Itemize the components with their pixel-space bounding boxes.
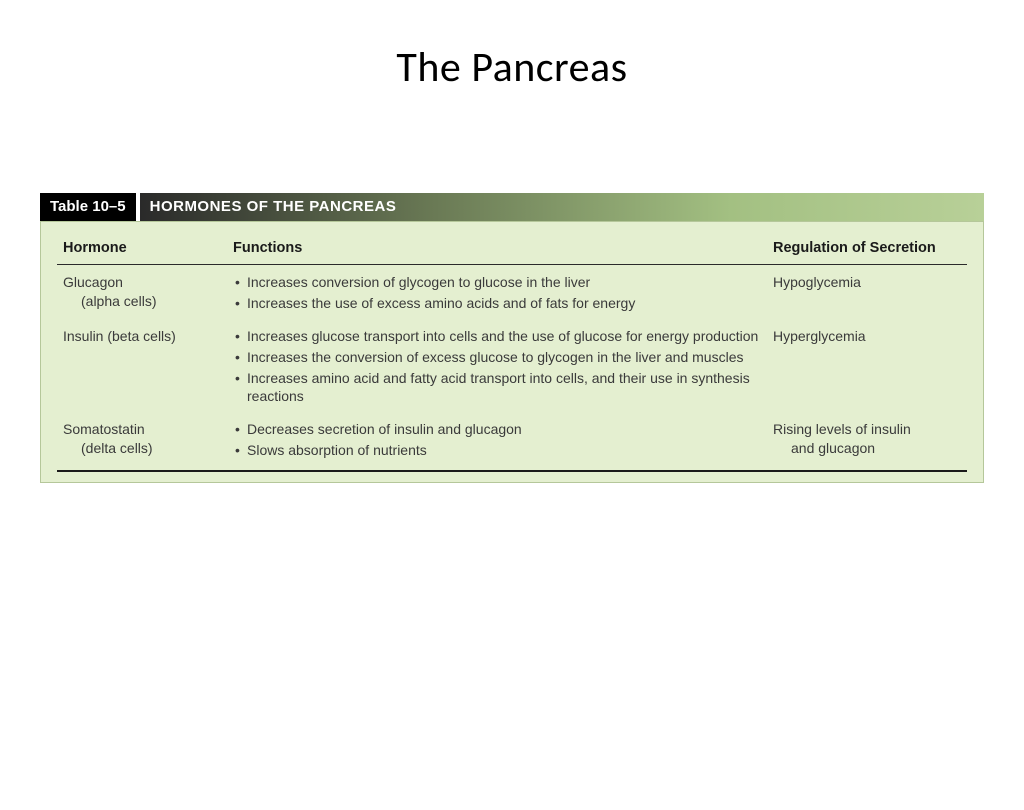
table-row: Glucagon (alpha cells) Increases convers… xyxy=(57,265,967,319)
cell-hormone: Glucagon (alpha cells) xyxy=(57,265,227,319)
cell-functions: Decreases secretion of insulin and gluca… xyxy=(227,412,767,470)
regulation-text: Hypoglycemia xyxy=(773,274,861,290)
function-item: Increases amino acid and fatty acid tran… xyxy=(233,369,761,407)
cell-hormone: Insulin (beta cells) xyxy=(57,319,227,413)
hormone-name: Insulin (beta cells) xyxy=(63,328,176,344)
table-label: Table 10–5 xyxy=(40,193,136,221)
function-item: Slows absorption of nutrients xyxy=(233,441,761,460)
col-header-hormone: Hormone xyxy=(57,236,227,265)
cell-hormone: Somatostatin (delta cells) xyxy=(57,412,227,470)
regulation-text: Hyperglycemia xyxy=(773,328,866,344)
col-header-functions: Functions xyxy=(227,236,767,265)
table-body: Hormone Functions Regulation of Secretio… xyxy=(40,221,984,483)
table-row: Somatostatin (delta cells) Decreases sec… xyxy=(57,412,967,470)
function-item: Increases conversion of glycogen to gluc… xyxy=(233,273,761,292)
cell-functions: Increases glucose transport into cells a… xyxy=(227,319,767,413)
table-header-row: Hormone Functions Regulation of Secretio… xyxy=(57,236,967,265)
function-item: Increases glucose transport into cells a… xyxy=(233,327,761,346)
cell-functions: Increases conversion of glycogen to gluc… xyxy=(227,265,767,319)
table-bottom-rule xyxy=(57,470,967,472)
function-item: Increases the conversion of excess gluco… xyxy=(233,348,761,367)
hormone-sub: (delta cells) xyxy=(63,439,221,458)
regulation-sub: and glucagon xyxy=(773,439,961,458)
page-title: The Pancreas xyxy=(0,42,1024,93)
cell-regulation: Hypoglycemia xyxy=(767,265,967,319)
function-list: Increases glucose transport into cells a… xyxy=(233,327,761,407)
cell-regulation: Rising levels of insulin and glucagon xyxy=(767,412,967,470)
function-item: Increases the use of excess amino acids … xyxy=(233,294,761,313)
function-list: Decreases secretion of insulin and gluca… xyxy=(233,420,761,460)
hormone-name: Somatostatin xyxy=(63,421,145,437)
table-row: Insulin (beta cells) Increases glucose t… xyxy=(57,319,967,413)
col-header-regulation: Regulation of Secretion xyxy=(767,236,967,265)
regulation-text: Rising levels of insulin xyxy=(773,421,911,437)
hormone-sub: (alpha cells) xyxy=(63,292,221,311)
cell-regulation: Hyperglycemia xyxy=(767,319,967,413)
function-list: Increases conversion of glycogen to gluc… xyxy=(233,273,761,313)
hormone-name: Glucagon xyxy=(63,274,123,290)
table-heading: HORMONES OF THE PANCREAS xyxy=(140,193,984,221)
hormone-table: Hormone Functions Regulation of Secretio… xyxy=(57,236,967,470)
hormone-table-container: Table 10–5 HORMONES OF THE PANCREAS Horm… xyxy=(40,193,984,483)
function-item: Decreases secretion of insulin and gluca… xyxy=(233,420,761,439)
table-header-bar: Table 10–5 HORMONES OF THE PANCREAS xyxy=(40,193,984,221)
